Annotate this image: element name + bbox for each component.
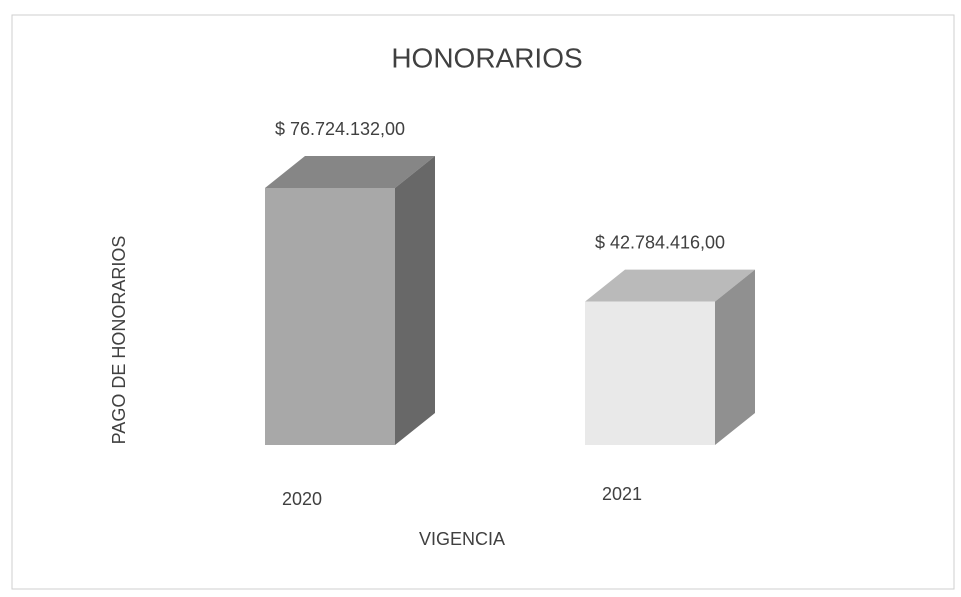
x-tick-label: 2021 (602, 484, 642, 504)
bar-side (715, 269, 755, 445)
y-axis-label: PAGO DE HONORARIOS (109, 236, 129, 445)
bar (265, 188, 395, 445)
bar-top (265, 156, 435, 188)
chart-frame (11, 14, 955, 590)
data-label: $ 42.784.416,00 (595, 232, 725, 252)
bar-top (585, 269, 755, 302)
bar (585, 301, 715, 445)
x-axis-label: VIGENCIA (419, 529, 505, 549)
x-tick-label: 2020 (282, 489, 322, 509)
bar-side (395, 156, 435, 445)
data-label: $ 76.724.132,00 (275, 119, 405, 139)
chart-title: HONORARIOS (391, 42, 582, 73)
